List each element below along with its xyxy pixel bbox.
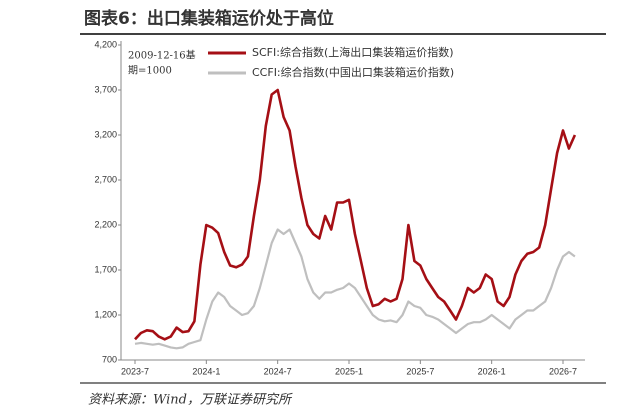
legend-label: SCFI:综合指数(上海出口集装箱运价指数): [252, 45, 454, 59]
y-tick-label: 700: [102, 354, 117, 364]
annotation: 2009-12-16基: [128, 49, 196, 62]
x-tick-label: 2024-1: [192, 366, 220, 376]
y-tick-label: 1,700: [94, 264, 117, 274]
legend-label: CCFI:综合指数(中国出口集装箱运价指数): [252, 65, 454, 79]
series-line: [134, 88, 577, 341]
x-tick-label: 2026-7: [549, 366, 577, 376]
x-tick-label: 2024-7: [264, 366, 292, 376]
chart-title: 图表6：出口集装箱运价处于高位: [84, 8, 334, 29]
x-tick-label: 2026-1: [478, 366, 506, 376]
y-tick-label: 2,200: [94, 219, 117, 229]
x-tick-label: 2023-7: [121, 366, 149, 376]
annotation: 期=1000: [128, 65, 172, 77]
source: 资料来源：Wind，万联证券研究所: [88, 392, 293, 408]
x-tick-label: 2025-7: [406, 366, 434, 376]
y-tick-label: 2,700: [94, 174, 117, 184]
x-tick-label: 2025-1: [335, 366, 363, 376]
series-line: [134, 228, 576, 350]
y-tick-label: 1,200: [94, 309, 117, 319]
y-tick-label: 3,200: [94, 129, 117, 139]
y-tick-label: 4,200: [94, 39, 117, 49]
y-tick-label: 3,700: [94, 84, 117, 94]
